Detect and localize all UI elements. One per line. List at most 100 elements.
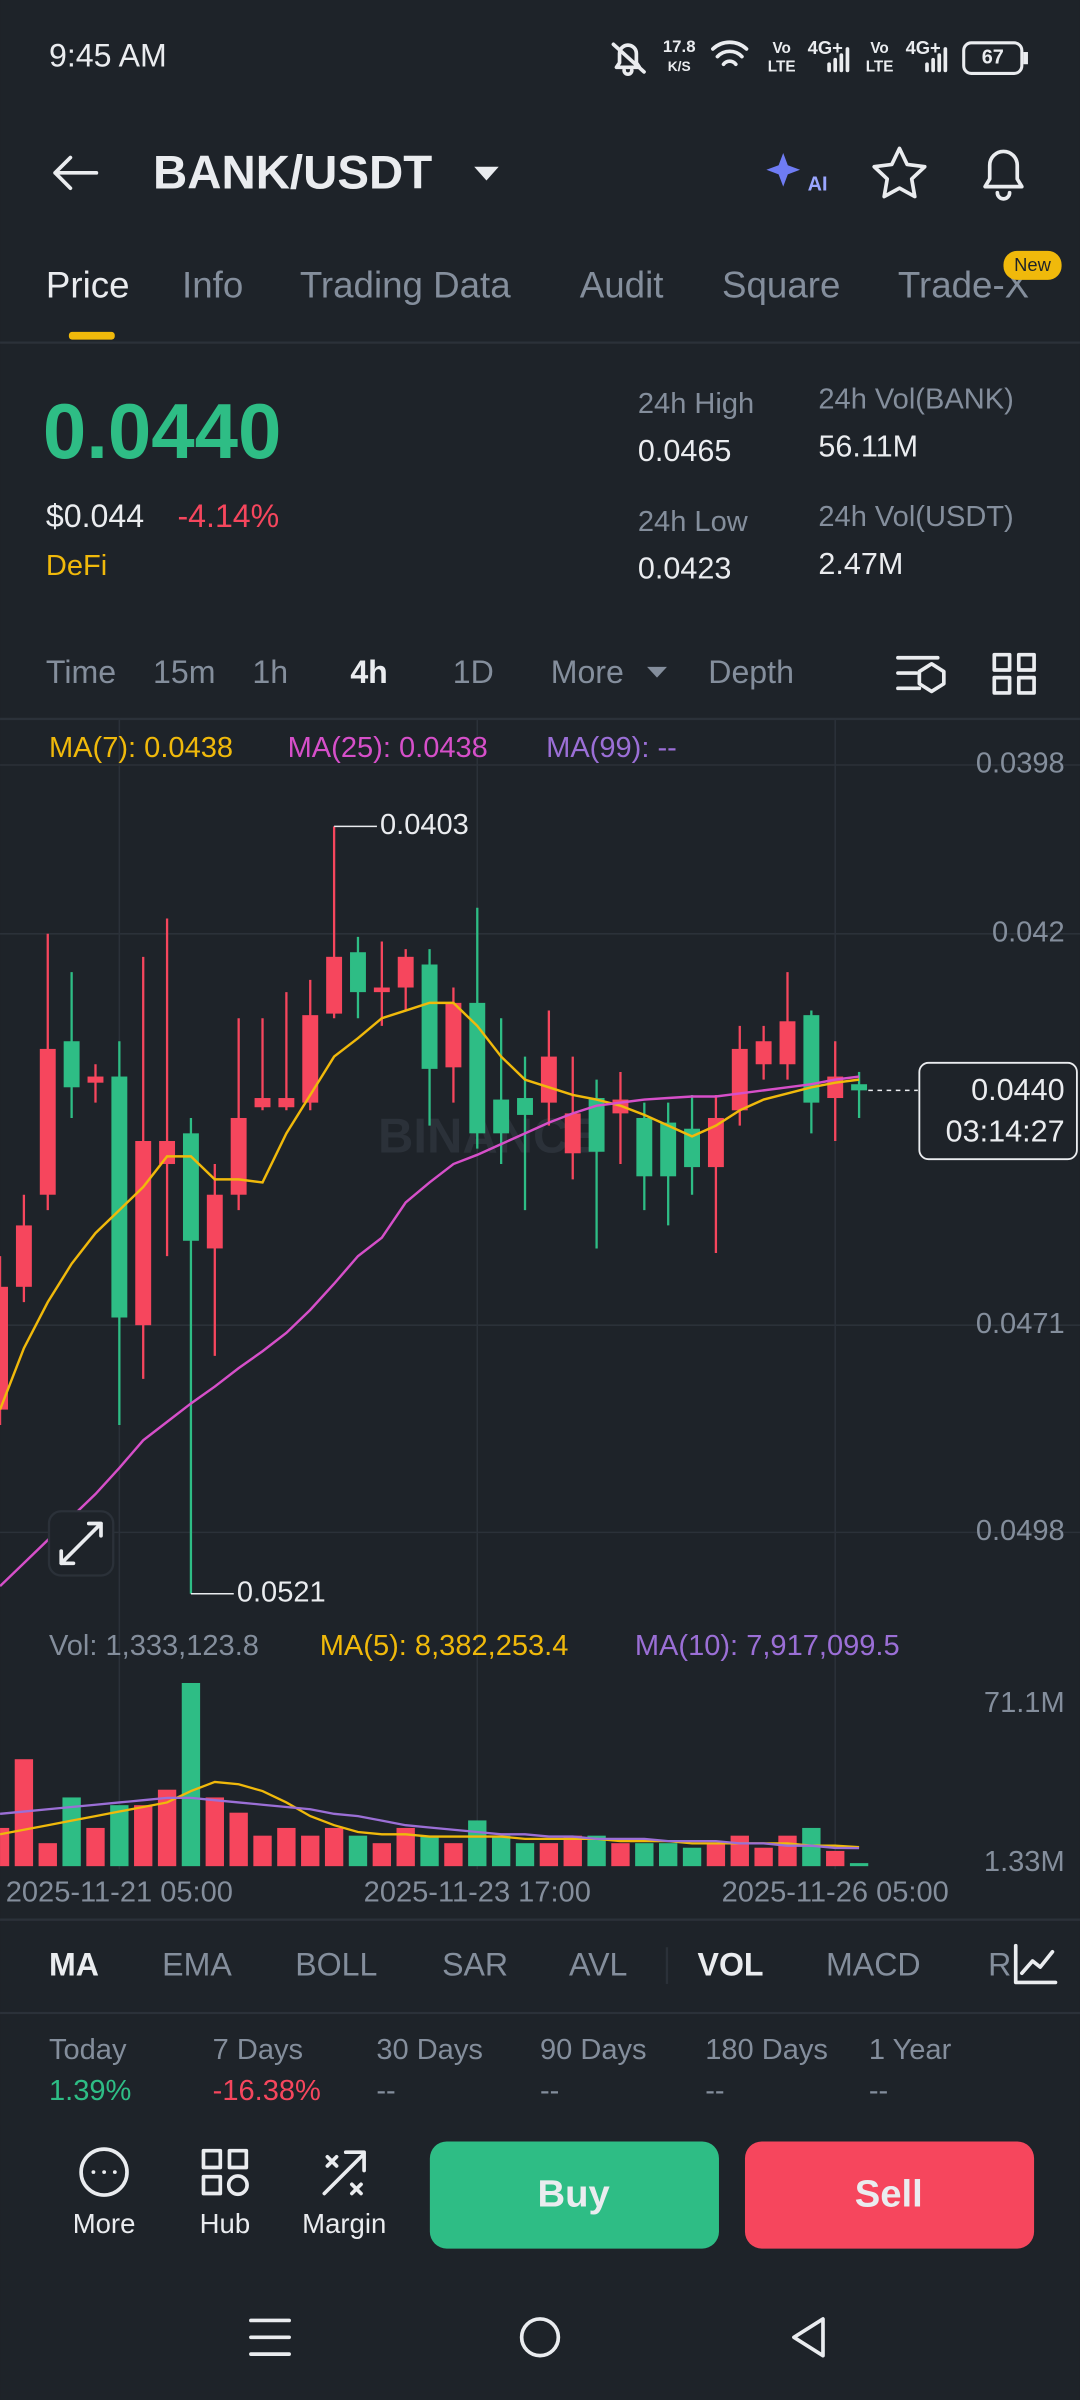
indicator[interactable]: MACD — [826, 1947, 921, 1983]
margin-icon[interactable] — [322, 2150, 366, 2196]
interval[interactable]: Depth — [708, 654, 794, 690]
back-button[interactable] — [53, 155, 99, 190]
volume-bar — [372, 1843, 392, 1867]
candle-body — [159, 1141, 176, 1165]
indicator-settings[interactable] — [1013, 1943, 1058, 1985]
ai-label[interactable]: AI — [808, 173, 828, 195]
interval[interactable]: 1D — [453, 654, 494, 690]
volume-bar — [491, 1835, 511, 1867]
volume-bar — [706, 1843, 726, 1867]
candle-body — [731, 1048, 748, 1111]
candle-body — [302, 1015, 319, 1103]
indicator[interactable]: VOL — [698, 1947, 764, 1983]
buy-button[interactable] — [429, 2141, 719, 2249]
layout-button[interactable] — [992, 652, 1036, 695]
alert-button[interactable] — [983, 149, 1024, 201]
tab[interactable]: Info — [182, 264, 243, 305]
indicator[interactable]: AVL — [569, 1947, 627, 1983]
candle-body — [15, 1225, 32, 1287]
volte-1a: Vo — [772, 40, 790, 57]
expand-icon[interactable] — [59, 1521, 103, 1566]
nav-home[interactable] — [519, 2317, 561, 2358]
volume-bar — [444, 1843, 463, 1867]
volume-bar — [62, 1797, 81, 1867]
nav-back[interactable] — [792, 2317, 825, 2358]
tab[interactable]: Price — [46, 264, 130, 305]
indicator[interactable]: SAR — [442, 1947, 508, 1983]
candle-body — [755, 1041, 772, 1065]
ma-legend: MA(99): -- — [546, 732, 677, 764]
chart-labels: 0.0398 0.042 0.0471 0.0498 2025-11-21 05:00 2… — [6, 732, 1078, 1908]
stat-label: 24h Vol(USDT) — [818, 501, 1013, 533]
volume-tick-label: 1.33M — [984, 1846, 1065, 1878]
current-price: 0.0440 — [971, 1073, 1065, 1107]
tab[interactable]: Audit — [580, 264, 664, 305]
candle-body — [39, 1048, 56, 1195]
interval[interactable]: 4h — [350, 654, 387, 690]
mute-icon — [611, 42, 646, 76]
interval[interactable]: More — [551, 654, 624, 690]
hub-label[interactable]: Hub — [200, 2208, 250, 2239]
margin-label[interactable]: Margin — [302, 2208, 386, 2239]
candle-body — [660, 1122, 677, 1177]
volume-bar — [277, 1827, 296, 1867]
volte-2a: Vo — [870, 40, 888, 57]
indicator[interactable]: BOLL — [295, 1947, 377, 1983]
x-tick-label: 2025-11-21 05:00 — [6, 1876, 233, 1908]
battery-tip — [1023, 52, 1028, 65]
perf-label: Today — [49, 2034, 127, 2066]
volume-tick-label: 71.1M — [984, 1687, 1065, 1719]
volume-bar — [515, 1843, 535, 1867]
candle-body — [469, 1002, 486, 1134]
volte-2b: LTE — [866, 58, 894, 75]
candle-body — [111, 1076, 128, 1318]
tab[interactable]: Square — [722, 264, 840, 305]
low-annotation: 0.0521 — [237, 1576, 326, 1608]
more-label[interactable]: More — [73, 2208, 136, 2239]
stat-value: 0.0423 — [638, 552, 732, 586]
y-tick-label: 0.0498 — [976, 1515, 1065, 1547]
interval[interactable]: 1h — [252, 654, 288, 690]
volume-bar — [754, 1847, 773, 1867]
candle-body — [851, 1084, 868, 1091]
tab-indicator — [68, 331, 115, 340]
candle-body — [278, 1098, 295, 1108]
more-caret[interactable] — [647, 666, 667, 678]
hub-icon-circle[interactable] — [226, 2174, 249, 2197]
ai-sparkle[interactable] — [766, 152, 801, 187]
net-speed-unit: K/S — [668, 59, 691, 74]
nav-recents[interactable] — [249, 2318, 291, 2356]
countdown: 03:14:27 — [946, 1114, 1065, 1148]
last-price: 0.0440 — [43, 387, 282, 475]
pair-dropdown[interactable] — [474, 166, 499, 181]
hub-icon[interactable] — [201, 2148, 249, 2196]
chart-settings[interactable] — [896, 655, 946, 694]
candle-body — [397, 956, 414, 988]
perf-label: 90 Days — [540, 2034, 647, 2066]
indicator[interactable]: MA — [49, 1947, 99, 1983]
volume-bar — [348, 1835, 368, 1867]
net-type-1: 4G+ — [808, 37, 843, 58]
favorite-button[interactable] — [872, 146, 927, 199]
indicator-bar: MA EMA BOLL SAR AVL VOL MACD R — [49, 1947, 1011, 1983]
interval[interactable]: Time — [46, 654, 116, 690]
candle-body — [326, 956, 343, 1014]
buy-label[interactable]: Buy — [538, 2173, 611, 2216]
candle-body — [63, 1041, 80, 1088]
tab[interactable]: Trading Data — [300, 264, 511, 305]
more-icon[interactable] — [79, 2147, 129, 2197]
sell-button[interactable] — [744, 2141, 1035, 2249]
candle-body — [135, 1141, 152, 1326]
indicator[interactable]: EMA — [162, 1947, 232, 1983]
perf-value: -- — [705, 2075, 724, 2107]
volume-bar — [587, 1835, 606, 1867]
indicator[interactable]: R — [988, 1947, 1011, 1983]
stat-label: 24h Low — [638, 506, 749, 538]
pair-title[interactable]: BANK/USDT — [153, 146, 432, 199]
signal-2 — [925, 47, 948, 73]
interval[interactable]: 15m — [153, 654, 215, 690]
sell-label[interactable]: Sell — [855, 2173, 923, 2216]
candle-body — [206, 1194, 223, 1249]
sector-tag[interactable]: DeFi — [46, 550, 107, 582]
volume-bar — [826, 1850, 845, 1867]
